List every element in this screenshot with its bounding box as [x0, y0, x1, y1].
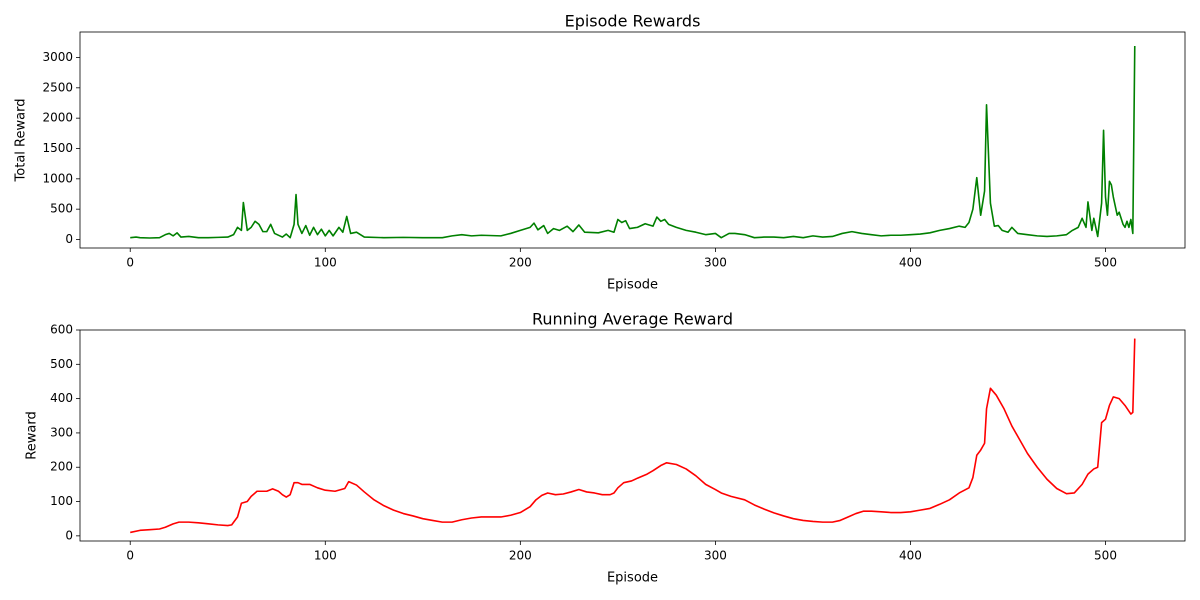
y-tick-label: 2000: [42, 111, 73, 125]
y-tick-label: 500: [50, 357, 73, 371]
x-tick-label: 100: [314, 549, 337, 563]
x-tick-label: 200: [509, 256, 532, 270]
x-tick-label: 300: [704, 256, 727, 270]
x-tick-label: 200: [509, 549, 532, 563]
axes-frame: [79, 31, 1186, 249]
y-tick-label: 0: [65, 232, 73, 246]
y-tick-label: 400: [50, 391, 73, 405]
x-tick-label: 300: [704, 549, 727, 563]
y-tick-label: 100: [50, 494, 73, 508]
y-tick-label: 200: [50, 460, 73, 474]
y-axis-label: Reward: [25, 411, 40, 459]
x-tick-label: 0: [126, 256, 134, 270]
x-tick-label: 400: [899, 256, 922, 270]
y-tick-label: 1500: [42, 141, 73, 155]
y-tick-label: 1000: [42, 171, 73, 185]
x-tick-label: 400: [899, 549, 922, 563]
y-tick-label: 2500: [42, 80, 73, 94]
y-tick-label: 3000: [42, 50, 73, 64]
x-axis-label: Episode: [607, 278, 658, 293]
y-tick-label: 300: [50, 425, 73, 439]
x-tick-label: 500: [1094, 549, 1117, 563]
y-tick-label: 0: [65, 528, 73, 542]
x-tick-label: 500: [1094, 256, 1117, 270]
data-line: [130, 338, 1136, 534]
x-axis-label: Episode: [607, 571, 658, 586]
axes-frame: [79, 329, 1186, 542]
y-tick-label: 500: [50, 202, 73, 216]
x-tick-label: 100: [314, 256, 337, 270]
y-axis-label: Total Reward: [14, 99, 29, 183]
data-line: [130, 45, 1136, 239]
x-tick-label: 0: [126, 549, 134, 563]
chart-title: Running Average Reward: [532, 310, 733, 329]
y-tick-label: 600: [50, 323, 73, 337]
chart-title: Episode Rewards: [565, 12, 701, 31]
